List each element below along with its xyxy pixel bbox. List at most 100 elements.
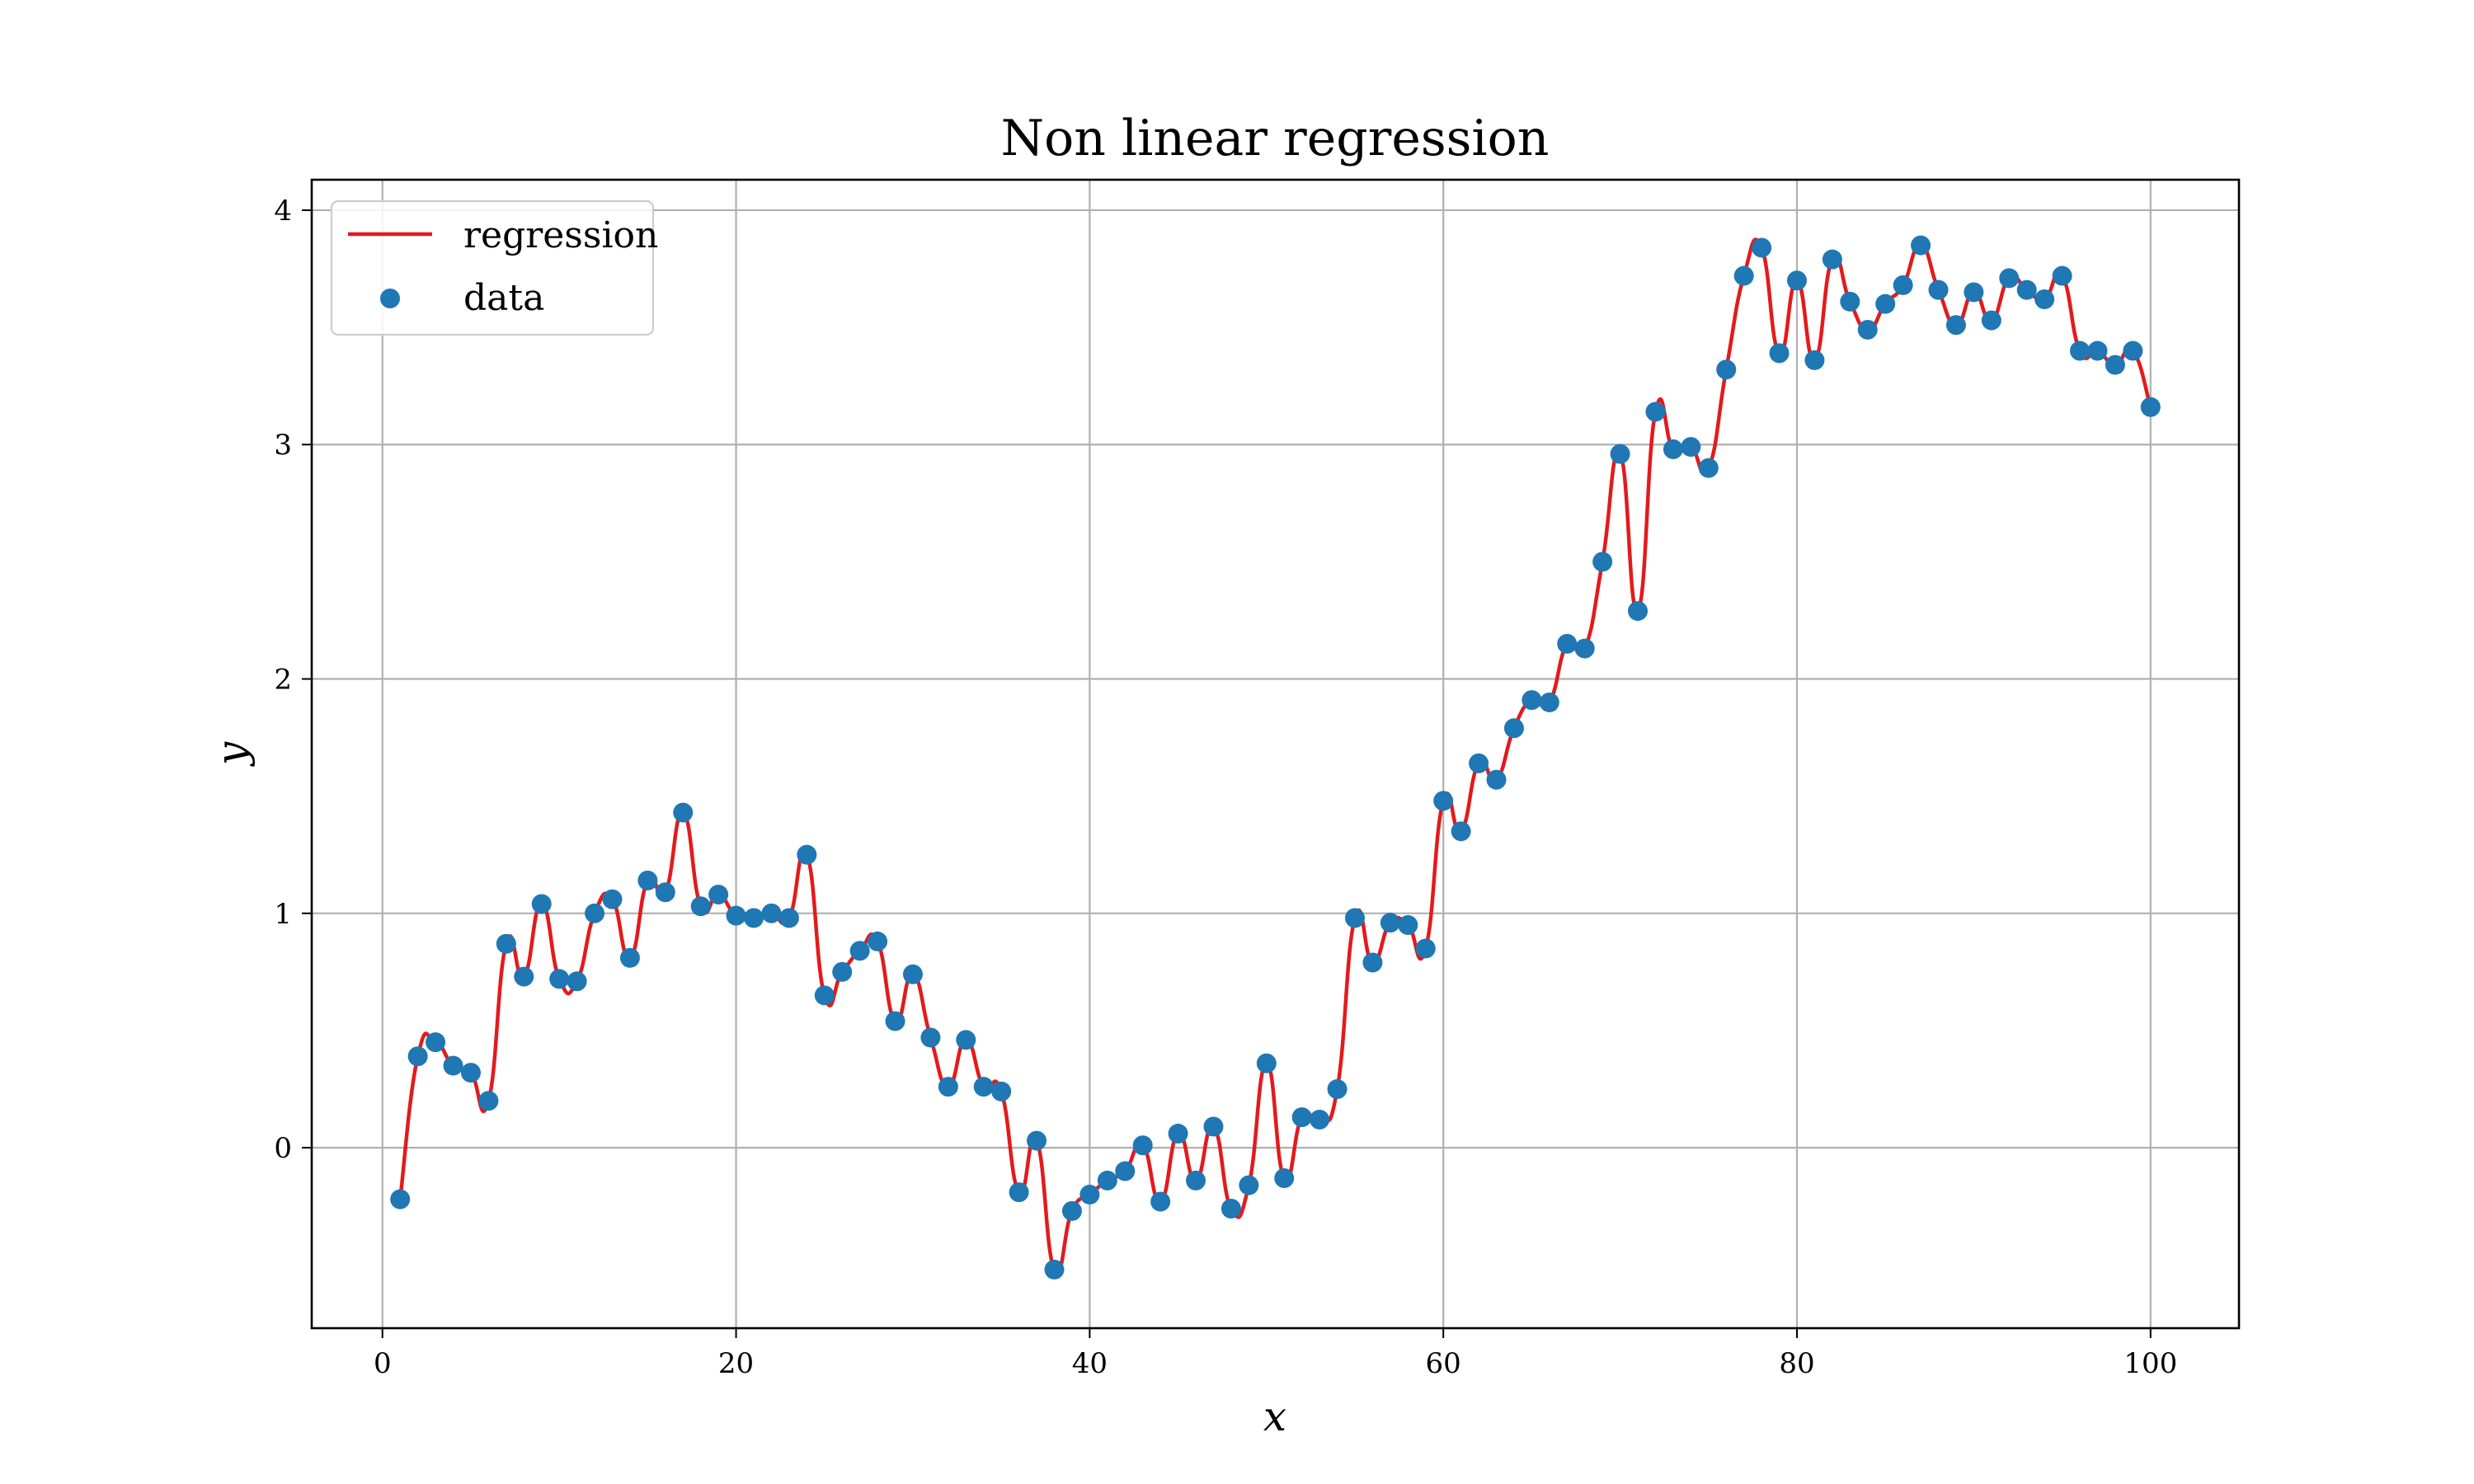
data-point [407, 1046, 428, 1067]
data-point [1628, 601, 1649, 622]
data-point [885, 1011, 905, 1031]
data-point [1132, 1135, 1153, 1156]
data-point [637, 871, 658, 891]
data-point [1256, 1053, 1277, 1073]
data-point [1203, 1116, 1224, 1137]
data-point [690, 896, 711, 917]
data-point [1150, 1191, 1171, 1212]
data-point [1822, 249, 1842, 270]
data-point [514, 966, 534, 987]
data-point [1716, 359, 1737, 380]
data-point [2016, 279, 2037, 300]
x-tick-label: 0 [374, 1347, 392, 1380]
data-point [2140, 397, 2161, 417]
data-point [744, 908, 764, 928]
y-tick-label: 2 [274, 664, 292, 697]
data-point [1752, 237, 1772, 258]
y-tick-label: 3 [274, 429, 292, 462]
data-point [2070, 340, 2091, 361]
data-point [1186, 1170, 1206, 1190]
data-point [1999, 268, 2020, 289]
data-point [973, 1077, 994, 1097]
x-tick-label: 20 [718, 1347, 754, 1380]
data-point [1610, 444, 1630, 464]
data-point [567, 971, 587, 992]
y-tick-label: 1 [274, 898, 292, 931]
data-point [1911, 235, 1931, 256]
data-point [1044, 1259, 1065, 1280]
data-point [849, 941, 870, 961]
data-point [1964, 282, 1984, 303]
data-point [1469, 753, 1489, 773]
legend-data-label: data [463, 277, 544, 319]
data-point [1893, 275, 1913, 295]
data-point [655, 882, 675, 903]
y-tick-label: 4 [274, 195, 292, 228]
data-point [726, 905, 746, 926]
data-point [673, 802, 694, 823]
data-point [868, 931, 888, 951]
data-point [1733, 265, 1754, 286]
data-point [1769, 343, 1790, 364]
data-point [1928, 279, 1949, 300]
data-point [1362, 952, 1383, 973]
legend: regression data [330, 200, 658, 336]
data-point [2034, 289, 2055, 309]
data-point [1061, 1200, 1082, 1221]
x-tick-label: 60 [1426, 1347, 1461, 1380]
data-point [1433, 791, 1454, 811]
grid [312, 180, 2239, 1328]
data-point [1645, 402, 1666, 422]
data-point [832, 961, 853, 982]
data-point [1168, 1124, 1188, 1144]
data-point [708, 885, 729, 905]
data-point [1857, 319, 1878, 340]
data-point [1451, 821, 1471, 842]
data-point [1009, 1182, 1029, 1203]
data-point [2123, 340, 2143, 361]
data-point [1522, 690, 1542, 711]
data-point [956, 1030, 976, 1050]
data-point [1574, 638, 1595, 659]
data-point [1875, 294, 1896, 314]
data-point [1981, 310, 2001, 331]
data-point [1557, 633, 1578, 654]
plot-area [390, 235, 2161, 1280]
data-point [1097, 1170, 1117, 1190]
chart-title: Non linear regression [1001, 110, 1550, 167]
data-point [814, 985, 835, 1006]
data-point [426, 1032, 446, 1053]
data-point [1291, 1107, 1312, 1128]
data-point [2052, 265, 2072, 286]
data-point [1486, 769, 1507, 790]
data-point [1221, 1199, 1241, 1219]
data-point [1115, 1161, 1136, 1181]
data-point [902, 964, 923, 984]
data-point [920, 1027, 941, 1048]
data-point [1274, 1168, 1295, 1189]
legend-data-swatch [380, 289, 400, 308]
data-point [390, 1189, 411, 1209]
data-point [531, 894, 552, 914]
data-point [478, 1091, 499, 1111]
data-point [2087, 340, 2108, 361]
plot-frame [310, 178, 2241, 1330]
data-point [1027, 1130, 1047, 1151]
data-point [1945, 315, 1966, 336]
data-point [1415, 938, 1436, 959]
data-point [1592, 552, 1613, 572]
data-point [778, 908, 799, 928]
legend-regression-label: regression [463, 214, 658, 256]
data-point [619, 947, 640, 968]
data-point [1539, 692, 1559, 712]
data-point [938, 1077, 958, 1097]
data-point [1840, 291, 1860, 312]
data-point [1239, 1175, 1259, 1195]
x-tick-label: 100 [2124, 1347, 2177, 1380]
data-point [1079, 1184, 1100, 1205]
data-point [585, 903, 605, 923]
data-point [1503, 718, 1524, 739]
x-axis-label: x [1263, 1392, 1286, 1440]
axis-ticks: 0 20 40 60 80 100 0 1 2 3 4 [274, 195, 2177, 1380]
data-point [1663, 439, 1683, 459]
